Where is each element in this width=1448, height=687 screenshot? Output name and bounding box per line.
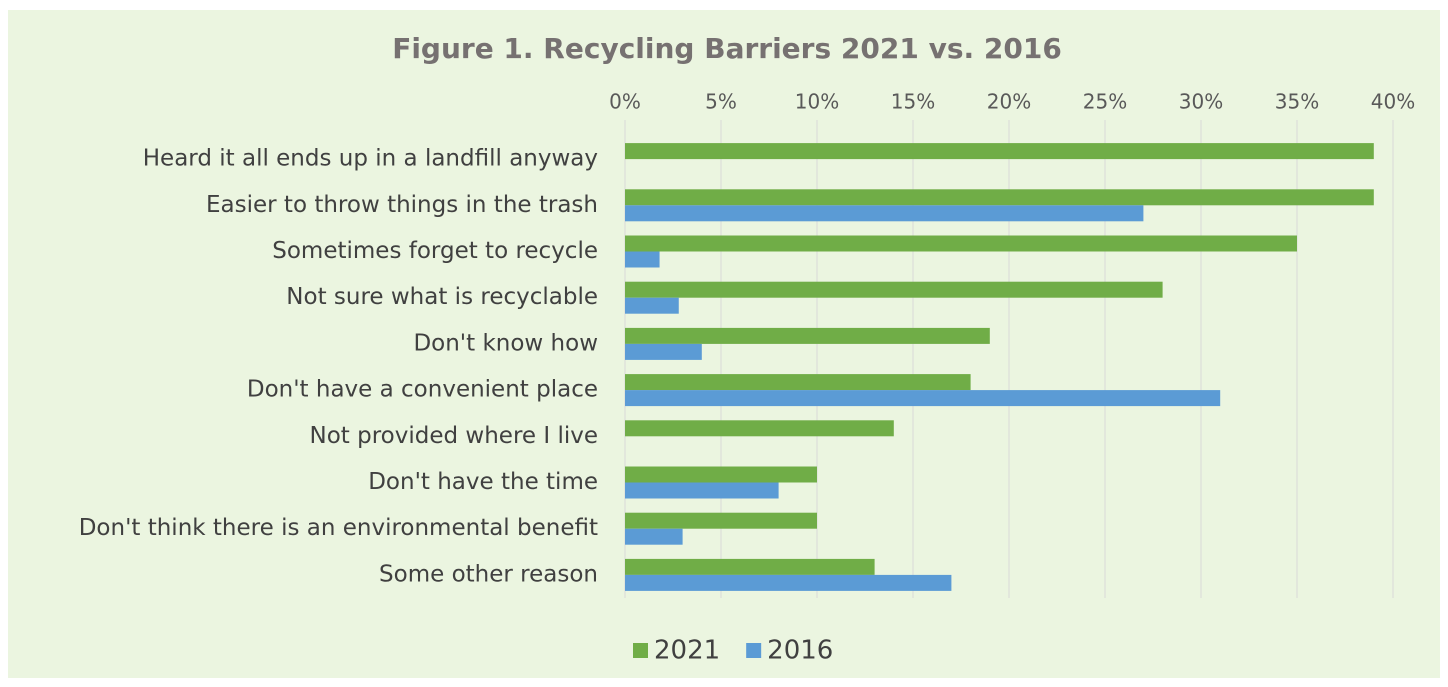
bar bbox=[625, 528, 683, 545]
x-tick-label: 20% bbox=[987, 90, 1031, 114]
category-label: Not sure what is recyclable bbox=[286, 284, 598, 310]
bar bbox=[625, 466, 817, 483]
x-tick-label: 15% bbox=[891, 90, 935, 114]
bar bbox=[625, 482, 779, 499]
bar bbox=[625, 343, 702, 360]
bar bbox=[625, 143, 1374, 160]
bar bbox=[625, 512, 817, 529]
category-label: Sometimes forget to recycle bbox=[272, 238, 598, 264]
x-tick-label: 30% bbox=[1179, 90, 1223, 114]
category-label: Not provided where I live bbox=[310, 423, 598, 449]
legend-swatch bbox=[633, 643, 648, 658]
bar bbox=[625, 374, 971, 391]
bar bbox=[625, 558, 875, 575]
x-tick-label: 25% bbox=[1083, 90, 1127, 114]
category-label: Don't have a convenient place bbox=[247, 377, 598, 403]
category-label: Heard it all ends up in a landfill anywa… bbox=[143, 146, 598, 172]
bar bbox=[625, 390, 1221, 407]
bar bbox=[625, 235, 1297, 252]
category-label: Some other reason bbox=[379, 561, 598, 587]
category-label: Don't have the time bbox=[368, 469, 598, 495]
x-tick-label: 35% bbox=[1275, 90, 1319, 114]
bar bbox=[625, 327, 990, 344]
bar bbox=[625, 205, 1144, 222]
bar bbox=[625, 574, 952, 591]
x-tick-label: 0% bbox=[609, 90, 641, 114]
bar bbox=[625, 420, 894, 437]
category-label: Don't think there is an environmental be… bbox=[79, 515, 598, 541]
x-tick-label: 10% bbox=[795, 90, 839, 114]
bar bbox=[625, 189, 1374, 206]
legend-swatch bbox=[746, 643, 762, 658]
category-label: Easier to throw things in the trash bbox=[206, 192, 598, 218]
bar bbox=[625, 297, 679, 314]
bar bbox=[625, 281, 1163, 298]
bar bbox=[625, 251, 660, 268]
x-tick-label: 5% bbox=[705, 90, 737, 114]
legend-label: 2016 bbox=[767, 636, 833, 666]
category-label: Don't know how bbox=[413, 330, 598, 356]
x-tick-label: 40% bbox=[1371, 90, 1415, 114]
chart-title: Figure 1. Recycling Barriers 2021 vs. 20… bbox=[392, 32, 1062, 65]
legend-label: 2021 bbox=[654, 636, 720, 666]
